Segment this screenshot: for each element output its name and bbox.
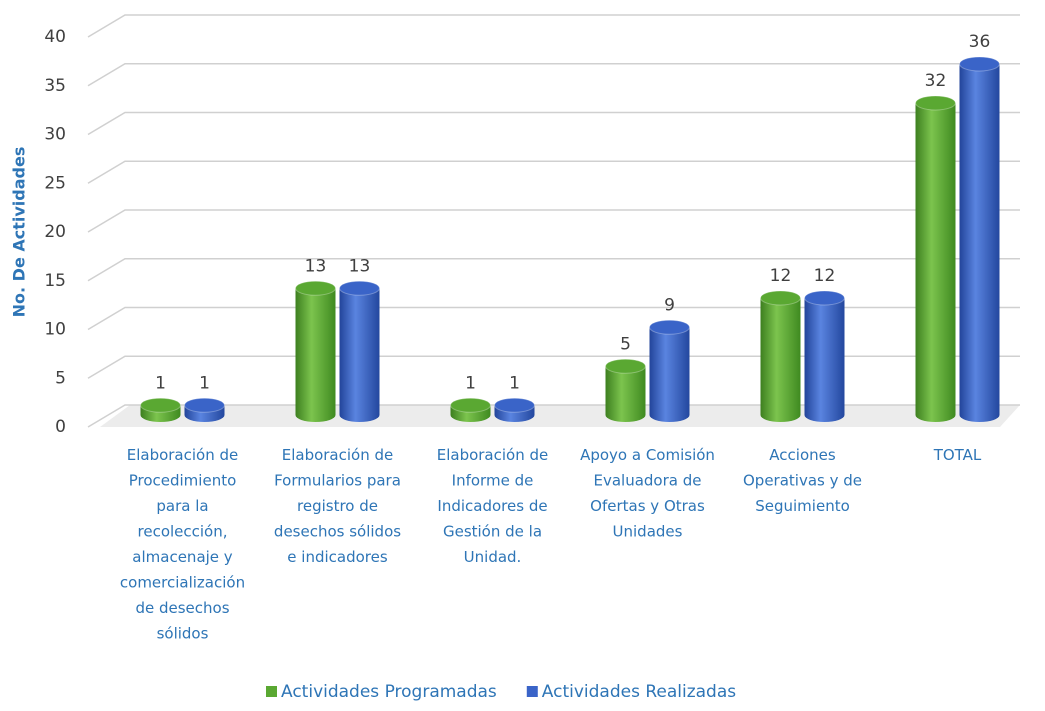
bar-top [140,397,181,413]
grid-line [87,355,1020,379]
bar-top [959,56,1000,72]
x-tick-label: Elaboración de Procedimiento para la recole… [120,446,245,643]
grid-line [87,160,1020,184]
floor [100,405,1020,427]
bar-top [339,280,380,296]
y-tick-label: 10 [44,320,66,340]
x-tick-label: Elaboración de Formularios para registro d… [274,446,401,566]
value-label: 1 [155,373,166,393]
bar-top [295,280,336,296]
value-label: 12 [770,266,792,286]
y-tick-label: 25 [44,173,66,193]
value-label: 32 [925,71,947,91]
bar [605,366,646,415]
grid-line [87,258,1020,282]
value-label: 13 [349,256,371,276]
x-tick-label: Elaboración de Informe de Indicadores de Ge… [437,446,549,566]
bar-top [450,397,491,413]
value-label: 1 [465,373,476,393]
y-tick-label: 40 [44,27,66,47]
y-tick-label: 30 [44,125,66,145]
bar-top [605,358,646,374]
value-label: 9 [664,295,675,315]
y-tick-label: 5 [55,368,66,388]
bar-top [915,95,956,111]
x-tick-label: TOTAL [933,446,982,464]
grid-line [87,14,1020,38]
y-tick-label: 0 [55,417,66,437]
legend-label: Actividades Programadas [281,682,497,702]
value-label: 36 [969,32,991,52]
bar [959,64,1000,415]
y-tick-label: 35 [44,76,66,96]
x-tick-label: Apoyo a Comisión Evaluadora de Ofertas y O… [580,446,715,541]
grid-line [87,306,1020,331]
grid-line [87,111,1020,136]
value-label: 1 [199,373,210,393]
y-axis-label: No. De Actividades [10,147,29,318]
y-tick-label: 15 [44,271,66,291]
bar [339,288,380,415]
bar [295,288,336,415]
value-label: 13 [305,256,327,276]
bar [804,298,845,415]
value-label: 5 [620,334,631,354]
bar [915,103,956,415]
bar [649,327,690,415]
grid-line [87,209,1020,233]
bar-top [649,319,690,335]
legend-label: Actividades Realizadas [542,682,736,702]
y-tick-label: 20 [44,222,66,242]
bar-top [804,290,845,306]
bar-top [184,397,225,413]
grid-line [87,63,1020,87]
bar-top [494,397,535,413]
value-label: 1 [509,373,520,393]
value-label: 12 [814,266,836,286]
legend-swatch [266,686,277,697]
grid-line [87,404,1020,428]
legend-swatch [526,686,538,697]
x-tick-label: Acciones Operativas y de Seguimiento [743,446,862,515]
bar-top [760,290,801,306]
bar [760,298,801,415]
